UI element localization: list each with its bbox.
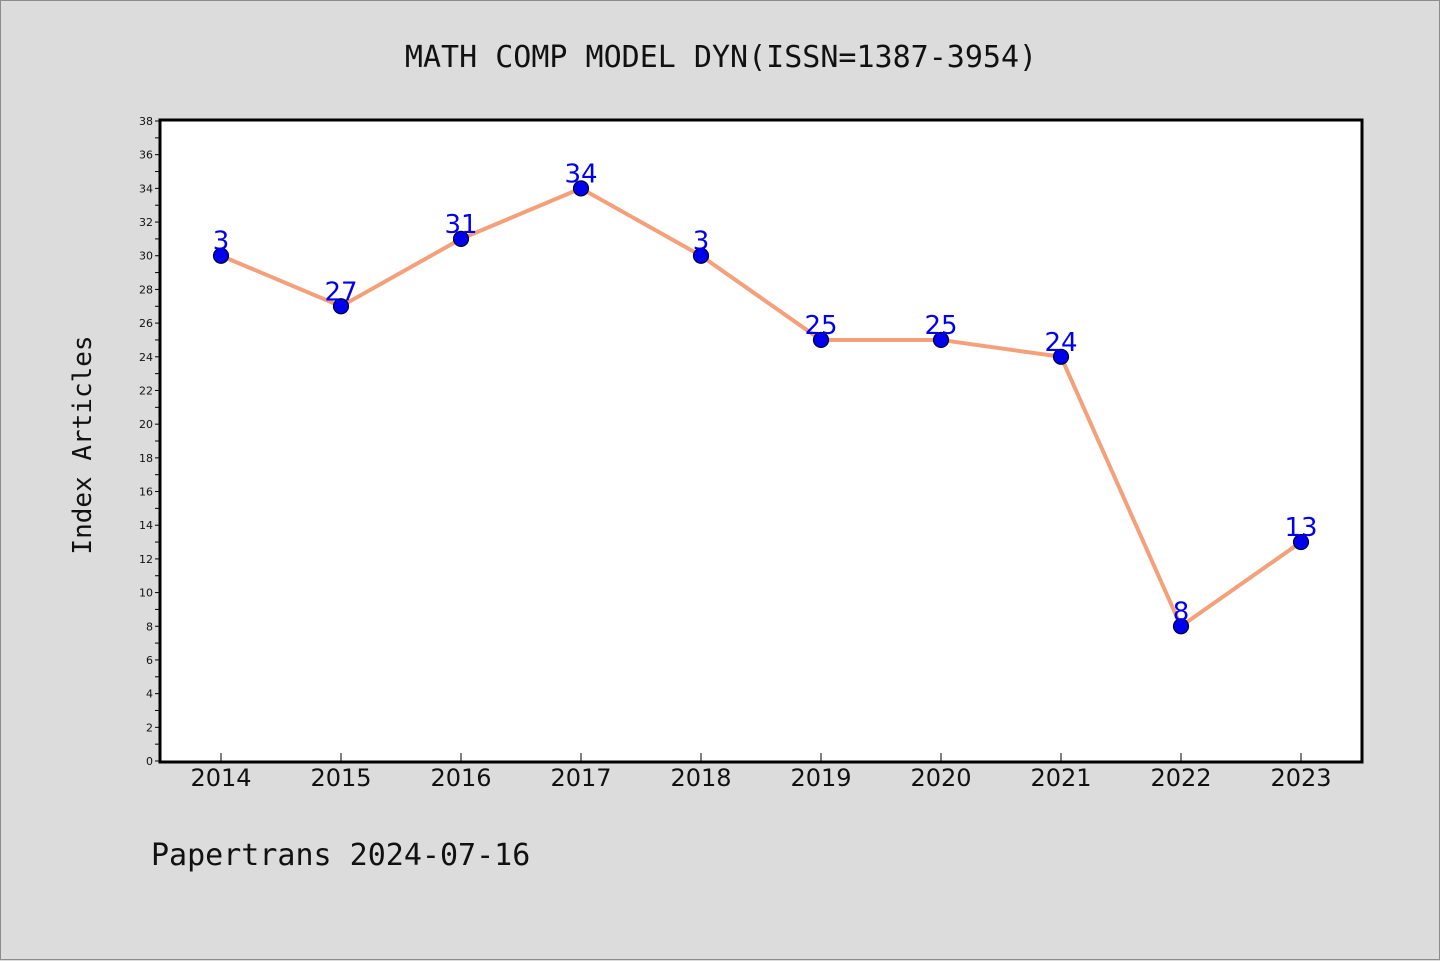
y-tick-label: 4 xyxy=(146,688,153,701)
y-axis-label: Index Articles xyxy=(68,335,98,554)
data-label: 8 xyxy=(1173,597,1190,627)
y-tick-label: 38 xyxy=(139,115,153,128)
y-tick-label: 30 xyxy=(139,250,153,263)
x-tick-label: 2017 xyxy=(550,764,611,792)
data-point xyxy=(932,331,950,349)
footer-credit: Papertrans 2024-07-16 xyxy=(151,838,530,873)
x-tick-label: 2018 xyxy=(670,764,731,792)
data-label: 31 xyxy=(444,210,477,240)
data-point xyxy=(332,298,350,315)
series-line xyxy=(220,186,1303,629)
plot-area xyxy=(158,118,1364,764)
data-label: 24 xyxy=(1044,328,1077,358)
y-tick-label: 20 xyxy=(139,418,153,431)
series-markers xyxy=(212,180,1310,635)
series-line-group xyxy=(220,186,1303,629)
data-label: 13 xyxy=(1284,513,1317,543)
y-tick-label: 22 xyxy=(139,384,153,397)
data-label: 27 xyxy=(324,277,357,307)
x-tick-label: 2020 xyxy=(910,764,971,792)
y-tick-label: 34 xyxy=(139,182,153,195)
data-label: 25 xyxy=(924,311,957,341)
data-point xyxy=(452,230,470,247)
y-tick-label: 28 xyxy=(139,283,153,296)
data-point xyxy=(212,247,230,264)
x-tick-label: 2016 xyxy=(430,764,491,792)
y-tick-label: 8 xyxy=(146,620,153,633)
x-tick-label: 2023 xyxy=(1270,764,1331,792)
y-tick-label: 24 xyxy=(139,351,153,364)
y-tick-label: 18 xyxy=(139,452,153,465)
data-point xyxy=(812,331,830,349)
data-point xyxy=(1292,533,1310,551)
y-tick-label: 36 xyxy=(139,149,153,162)
chart-title: MATH COMP MODEL DYN(ISSN=1387-3954) xyxy=(405,40,1037,75)
x-tick-label: 2022 xyxy=(1150,764,1211,792)
x-tick-label: 2015 xyxy=(310,764,371,792)
x-tick-label: 2019 xyxy=(790,764,851,792)
x-tick-label: 2021 xyxy=(1030,764,1091,792)
y-tick-label: 6 xyxy=(146,654,153,667)
data-labels: 3 27 31 34 3 25 25 24 8 13 xyxy=(213,159,1318,627)
data-label: 3 xyxy=(213,227,230,257)
data-point xyxy=(1052,348,1070,365)
x-tick-label: 2014 xyxy=(190,764,251,792)
y-tick-label: 16 xyxy=(139,486,153,499)
y-tick-label: 10 xyxy=(139,587,153,600)
data-label: 3 xyxy=(693,227,710,257)
data-point xyxy=(692,247,710,264)
y-tick-label: 26 xyxy=(139,317,153,330)
y-tick-label: 2 xyxy=(146,721,153,734)
data-label: 25 xyxy=(804,311,837,341)
data-label: 34 xyxy=(564,159,597,189)
y-tick-label: 0 xyxy=(146,755,153,768)
x-axis-ticks: 2014 2015 2016 2017 2018 2019 2020 2021 2022 2023 xyxy=(190,753,1332,792)
data-point xyxy=(1172,618,1190,635)
data-point xyxy=(572,180,590,197)
y-tick-label: 12 xyxy=(139,553,153,566)
y-tick-label: 14 xyxy=(139,519,153,532)
y-tick-label: 32 xyxy=(139,216,153,229)
